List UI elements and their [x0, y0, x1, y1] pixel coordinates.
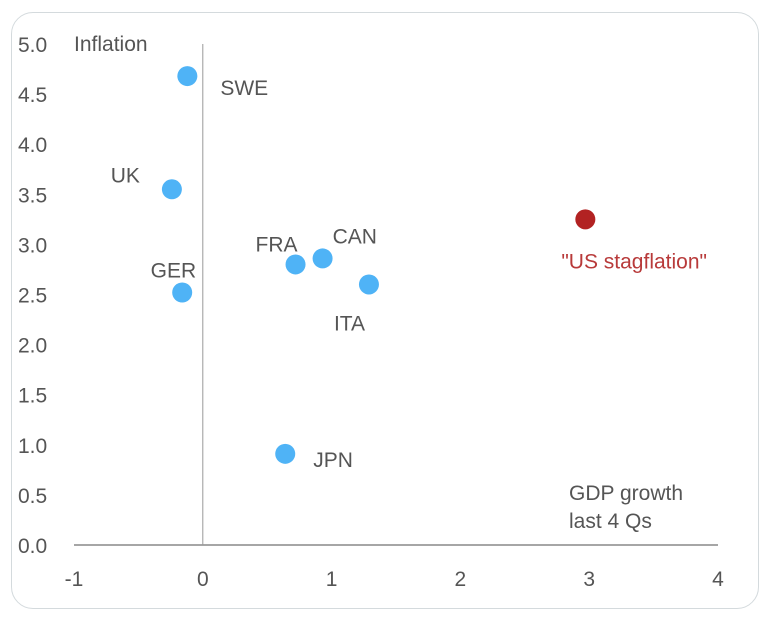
x-tick-label: 0 — [197, 568, 209, 591]
y-tick-label: 2.0 — [18, 335, 47, 358]
y-tick-label: 1.0 — [18, 435, 47, 458]
x-tick-label: 4 — [712, 568, 724, 591]
point-label: UK — [111, 164, 140, 187]
data-point — [177, 66, 198, 87]
point-label: SWE — [220, 77, 268, 100]
data-point — [358, 274, 379, 295]
point-label: "US stagflation" — [561, 250, 707, 273]
point-label: FRA — [256, 233, 298, 256]
data-point — [285, 254, 306, 275]
chart-card — [11, 12, 759, 609]
y-tick-label: 0.0 — [18, 535, 47, 558]
y-tick-label: 5.0 — [18, 34, 47, 57]
x-axis-label-line1: GDP growth — [569, 482, 683, 505]
x-tick-label: 2 — [455, 568, 467, 591]
x-axis-label-line2: last 4 Qs — [569, 510, 652, 533]
data-point — [161, 179, 182, 200]
x-tick-labels: -1 0 1 2 3 4 — [65, 568, 725, 591]
y-axis-label: Inflation — [74, 33, 148, 56]
y-tick-label: 2.5 — [18, 285, 47, 308]
data-point — [312, 248, 333, 269]
point-label: CAN — [333, 225, 377, 248]
point-label: ITA — [334, 312, 365, 335]
data-points — [161, 66, 596, 464]
y-tick-label: 1.5 — [18, 385, 47, 408]
data-point — [172, 282, 193, 303]
x-tick-label: 1 — [326, 568, 338, 591]
point-labels: SWE UK GER FRA CAN ITA JPN "US stagflation" — [111, 77, 707, 472]
y-tick-label: 4.0 — [18, 134, 47, 157]
point-label: JPN — [313, 449, 353, 472]
axes — [74, 44, 718, 546]
y-tick-label: 3.5 — [18, 184, 47, 207]
y-tick-label: 0.5 — [18, 485, 47, 508]
y-tick-label: 4.5 — [18, 84, 47, 107]
data-point — [275, 443, 296, 464]
point-label: GER — [151, 259, 197, 282]
y-tick-labels: 0.0 0.5 1.0 1.5 2.0 2.5 3.0 3.5 4.0 4.5 5.0 — [18, 34, 47, 558]
x-tick-label: 3 — [583, 568, 595, 591]
data-point — [575, 209, 596, 230]
y-tick-label: 3.0 — [18, 234, 47, 257]
x-tick-label: -1 — [65, 568, 84, 591]
